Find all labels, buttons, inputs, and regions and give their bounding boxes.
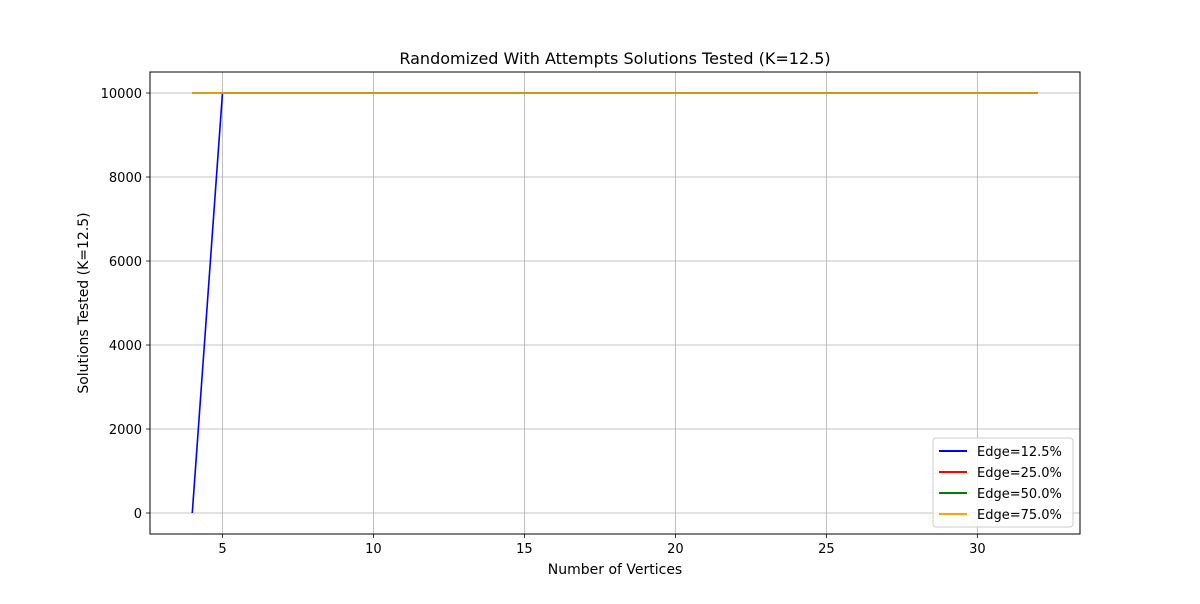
y-axis-title: Solutions Tested (K=12.5)	[76, 212, 92, 393]
y-tick-label: 6000	[109, 255, 142, 270]
x-tick-label: 20	[667, 542, 684, 557]
legend-label-edge-50-0: Edge=50.0%	[977, 487, 1062, 502]
legend: Edge=12.5% Edge=25.0% Edge=50.0% Edge=75…	[932, 437, 1074, 528]
x-tick-label: 5	[218, 542, 226, 557]
series-line-edge-12-5	[191, 92, 1038, 514]
x-tick-label: 10	[365, 542, 382, 557]
legend-label-edge-75-0: Edge=75.0%	[977, 508, 1062, 523]
x-tick-label: 15	[516, 542, 533, 557]
y-tick-label: 10000	[101, 87, 142, 102]
y-tick-label: 4000	[109, 339, 142, 354]
legend-label-edge-25-0: Edge=25.0%	[977, 466, 1062, 481]
x-tick-label: 30	[969, 542, 986, 557]
x-axis-title: Number of Vertices	[548, 562, 682, 578]
y-tick-label: 2000	[109, 423, 142, 438]
tick-layer: 5 10 15 20 25 30 0 2000 4000 6000 8000 10000	[101, 87, 986, 557]
plot-frame	[149, 71, 1081, 535]
legend-box	[932, 437, 1074, 528]
series-layer	[191, 92, 1038, 514]
chart-title: Randomized With Attempts Solutions Teste…	[399, 49, 830, 68]
legend-label-edge-12-5: Edge=12.5%	[977, 445, 1062, 460]
x-tick-label: 25	[818, 542, 835, 557]
y-tick-label: 8000	[109, 171, 142, 186]
y-tick-label: 0	[134, 507, 142, 522]
